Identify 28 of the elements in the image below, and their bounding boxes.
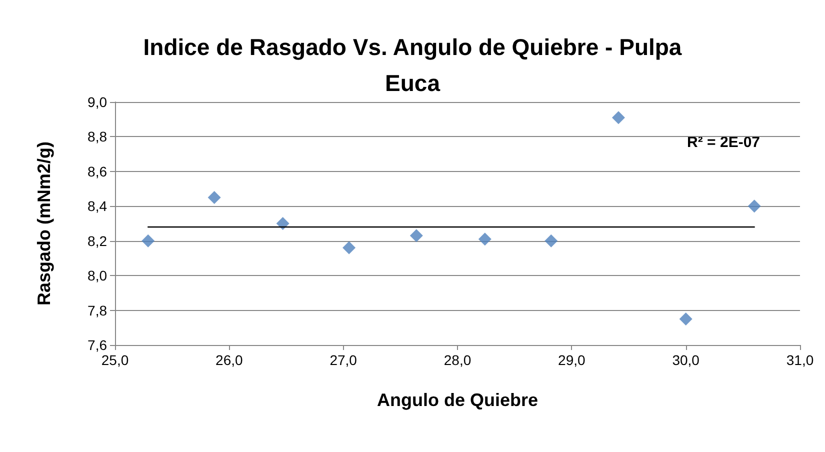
point	[478, 232, 492, 246]
y-axis-title: Rasgado (mNm2/g)	[34, 141, 54, 306]
x-tick-label: 29,0	[558, 352, 586, 368]
x-tick-label: 31,0	[786, 352, 814, 368]
x-axis-title: Angulo de Quiebre	[376, 390, 538, 410]
y-tick-label: 8,6	[88, 163, 108, 180]
y-tick-label: 8,8	[88, 128, 108, 145]
x-tick-label: 27,0	[330, 352, 358, 368]
y-tick-label: 8,0	[88, 268, 108, 284]
y-tick-label: 9,0	[88, 94, 108, 110]
point	[612, 111, 625, 124]
x-tick-label: 28,0	[444, 352, 472, 368]
point	[142, 234, 155, 248]
x-tick-label: 25,0	[101, 352, 129, 368]
point	[276, 217, 290, 230]
point	[342, 241, 356, 254]
point	[410, 229, 423, 242]
x-tick-label: 30,0	[672, 352, 700, 368]
point	[748, 200, 761, 213]
chart-title: Indice de Rasgado Vs. Angulo de Quiebre - Pulpa Euca	[143, 34, 682, 96]
point	[544, 234, 558, 248]
y-tick-label: 8,4	[88, 198, 108, 214]
y-tick-label: 8,2	[88, 232, 108, 249]
x-tick-label: 26,0	[216, 352, 244, 368]
point	[208, 190, 221, 204]
y-tick-label: 7,8	[88, 302, 108, 318]
point	[679, 312, 692, 326]
y-tick-label: 7,6	[88, 337, 108, 353]
